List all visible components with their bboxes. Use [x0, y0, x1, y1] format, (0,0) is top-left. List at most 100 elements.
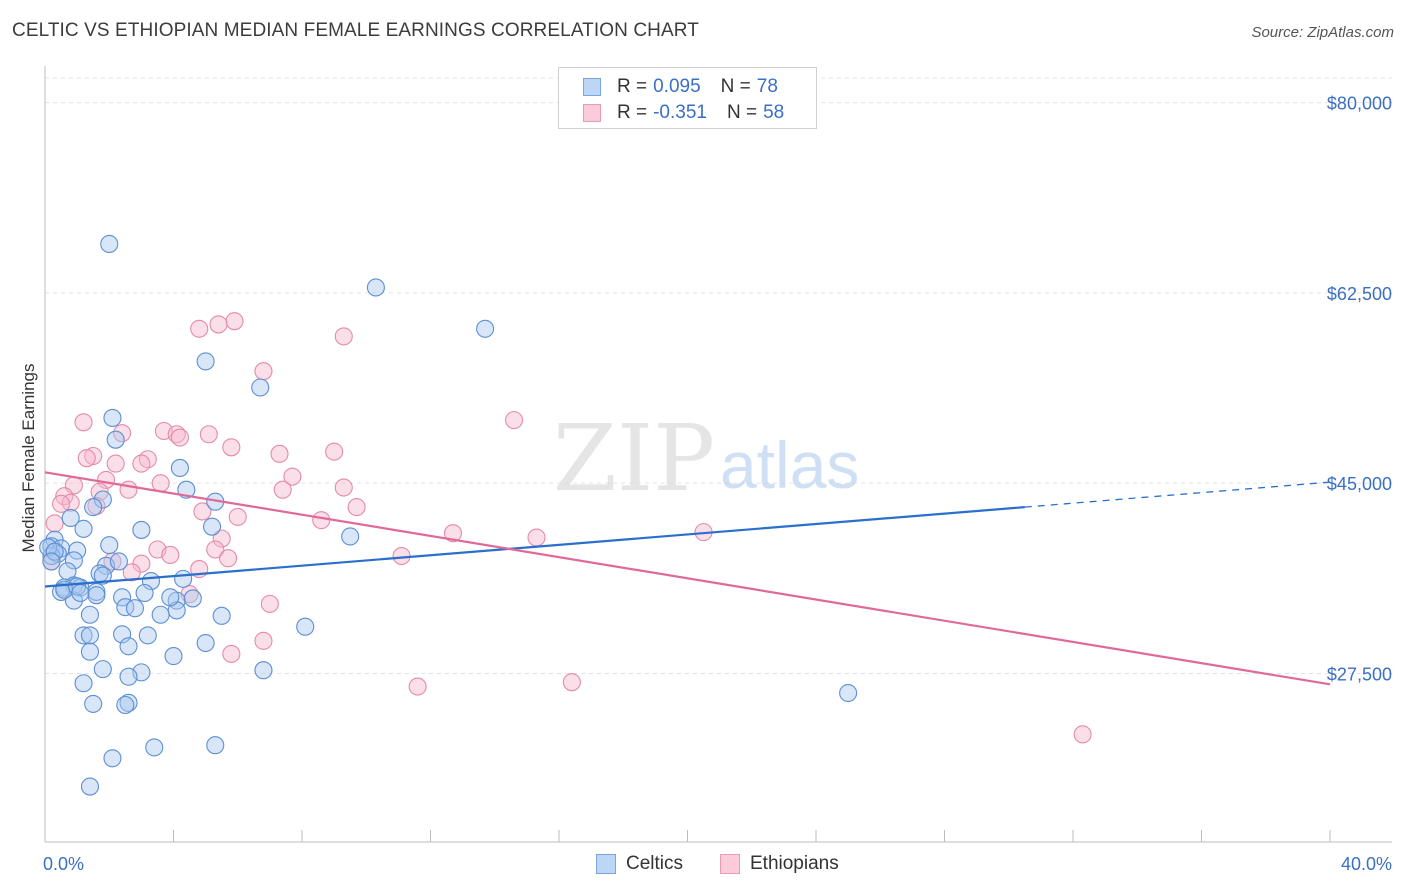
ethiopians-point: [273, 480, 292, 499]
ethiopians-swatch: [583, 104, 601, 122]
ethiopians-trend-line: [44, 471, 1331, 686]
trend-lines: [44, 471, 1331, 686]
celtics-point: [366, 278, 385, 297]
y-tick-labels: $27,500 $45,000 $62,500 $80,000: [1327, 94, 1392, 685]
ethiopians-point: [443, 524, 463, 543]
celtics-point: [74, 519, 93, 538]
celtics-point: [839, 683, 858, 703]
y-tick-label: $62,500: [1327, 284, 1392, 304]
celtics-point: [151, 605, 170, 624]
ethiopians-point: [61, 493, 80, 512]
ethiopians-point: [151, 474, 170, 493]
y-tick-label: $27,500: [1327, 664, 1392, 684]
celtics-point: [80, 626, 100, 645]
ethiopians-point: [77, 449, 96, 468]
celtics-point: [251, 378, 270, 397]
ethiopians-point: [254, 631, 273, 650]
ethiopians-point: [270, 444, 289, 463]
ethiopians-point: [260, 594, 279, 613]
celtics-point: [145, 738, 164, 757]
ethiopians-r-value: -0.351: [653, 102, 707, 123]
celtics-point: [84, 498, 103, 517]
x-tick-label-max: 40.0%: [1341, 854, 1392, 874]
ethiopians-point: [325, 442, 344, 461]
celtics-point: [119, 637, 138, 656]
ethiopians-point: [334, 478, 353, 497]
source-label: Source: ZipAtlas.com: [1251, 24, 1394, 41]
celtics-point: [74, 674, 93, 693]
celtics-point: [116, 695, 135, 715]
ethiopians-point: [347, 498, 366, 517]
ethiopians-point: [228, 507, 247, 526]
celtics-point: [119, 693, 138, 712]
ethiopians-point: [222, 644, 241, 663]
celtics-point: [196, 352, 215, 371]
celtics-point: [113, 588, 132, 607]
celtics-point: [106, 430, 125, 449]
celtics-point: [100, 234, 119, 254]
ethiopians-point: [206, 540, 225, 559]
ethiopians-n-label: N =: [726, 102, 758, 123]
celtics-point: [80, 642, 100, 661]
celtics-n-label: N =: [720, 76, 751, 97]
ethiopians-points: [42, 312, 1092, 744]
legend-row-ethiopians: R = -0.351 N = 58: [583, 100, 784, 126]
ethiopians-point: [113, 424, 132, 443]
ethiopians-point: [219, 549, 238, 568]
ethiopians-n-value: 58: [763, 102, 785, 123]
celtics-legend-label: Celtics: [626, 853, 684, 874]
ethiopians-point: [334, 327, 353, 346]
y-tick-label: $80,000: [1327, 94, 1392, 114]
celtics-point: [74, 626, 93, 645]
celtics-r-value: 0.095: [653, 76, 701, 97]
ethiopians-point: [312, 511, 331, 530]
celtics-n-value: 78: [756, 76, 778, 97]
celtics-point: [84, 694, 103, 713]
celtics-swatch: [583, 78, 601, 96]
ethiopians-point: [119, 480, 138, 499]
celtics-point: [254, 661, 273, 680]
watermark: ZIP atlas: [553, 405, 860, 512]
ethiopians-point: [190, 319, 209, 338]
celtics-points: [39, 234, 858, 796]
ethiopians-point: [212, 529, 231, 548]
ethiopians-point: [52, 494, 71, 513]
watermark-zip: ZIP: [553, 405, 715, 512]
celtics-point: [87, 586, 106, 605]
axes: [44, 66, 1392, 843]
ethiopians-point: [167, 425, 186, 444]
celtics-point: [119, 667, 138, 686]
y-tick-label: $45,000: [1327, 474, 1392, 494]
ethiopians-point: [106, 454, 125, 473]
ethiopians-point: [45, 514, 64, 533]
celtics-point: [68, 541, 87, 560]
ethiopians-point: [254, 362, 273, 381]
celtics-point: [93, 660, 112, 679]
legend-ethiopians: Ethiopians: [720, 852, 839, 876]
ethiopians-legend-swatch: [720, 854, 740, 874]
celtics-point: [132, 520, 151, 539]
ethiopians-point: [562, 673, 581, 692]
ethiopians-r-label: R =: [617, 102, 648, 123]
celtics-point: [80, 605, 100, 624]
ethiopians-point: [193, 502, 212, 521]
celtics-point: [45, 542, 64, 561]
ethiopians-point: [225, 312, 244, 331]
x-tick-label-min: 0.0%: [43, 854, 84, 874]
legend-celtics: Celtics: [596, 852, 683, 876]
celtics-legend-swatch: [596, 854, 616, 874]
correlation-legend: R = 0.095 N = 78 R = -0.351 N = 58: [558, 67, 817, 129]
celtics-point: [80, 777, 100, 796]
celtics-trend-extension: [1024, 481, 1331, 508]
celtics-point: [196, 633, 215, 653]
celtics-point: [296, 617, 315, 636]
ethiopians-point: [199, 425, 218, 444]
chart-title: CELTIC VS ETHIOPIAN MEDIAN FEMALE EARNIN…: [12, 20, 699, 41]
celtics-point: [61, 508, 80, 528]
celtics-point: [42, 552, 61, 571]
celtics-point: [138, 626, 157, 645]
celtics-point: [174, 569, 193, 588]
celtics-point: [100, 536, 119, 555]
